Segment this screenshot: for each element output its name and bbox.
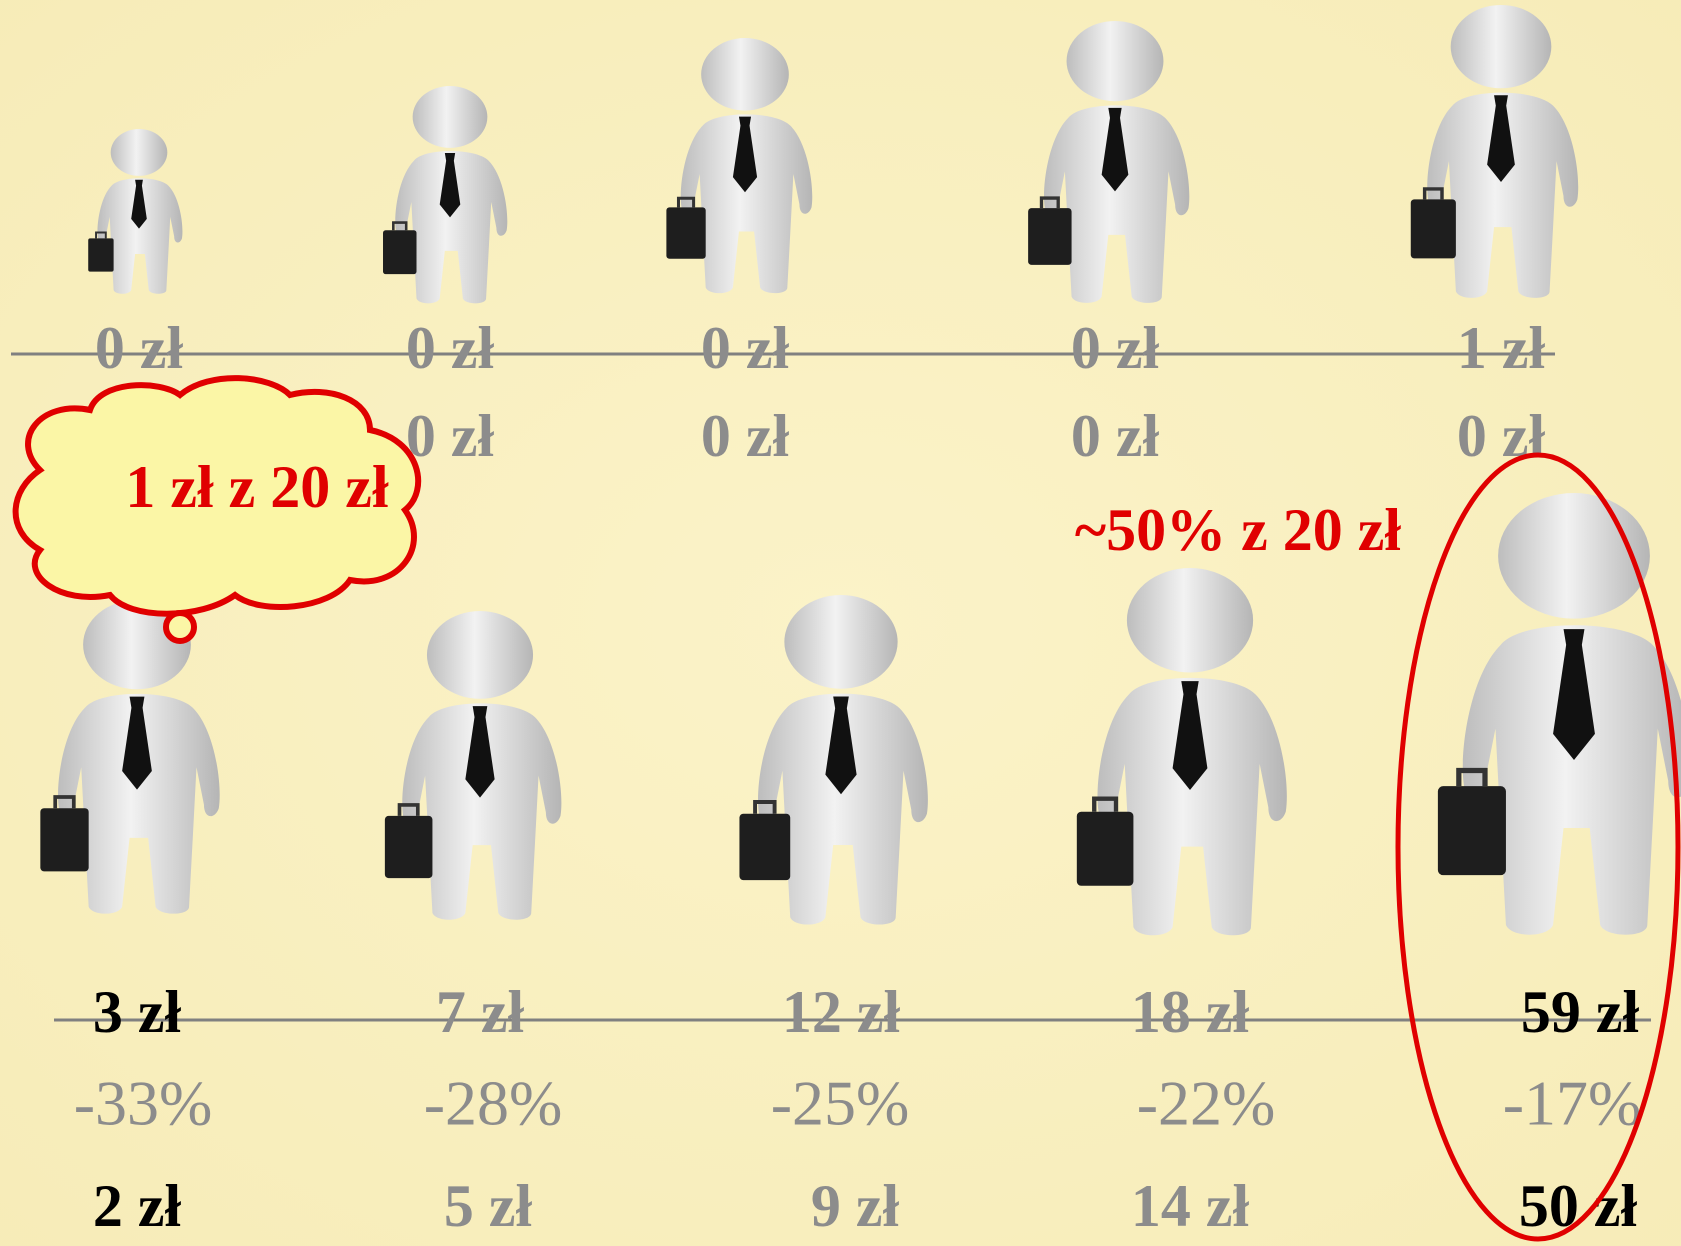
body (1462, 625, 1681, 935)
highlight-ellipse (1395, 452, 1681, 1242)
new-price: 2 zł (93, 1173, 182, 1239)
person-figure (739, 595, 928, 925)
head (426, 611, 534, 699)
price: 0 zł (1071, 315, 1160, 381)
tie (1487, 95, 1515, 182)
briefcase-handle (1092, 796, 1119, 812)
head (784, 595, 898, 689)
new-price: 5 zł (444, 1173, 533, 1239)
price: 1 zł (1457, 315, 1546, 381)
tie (465, 706, 495, 798)
briefcase (383, 230, 417, 275)
new-price: 9 zł (811, 1173, 900, 1239)
briefcase-handle (1456, 767, 1488, 787)
head (1498, 493, 1650, 619)
price: 0 zł (406, 315, 495, 381)
cloud-shape (12, 375, 422, 617)
figures (40, 5, 1681, 936)
tie (122, 696, 152, 790)
tie (1553, 629, 1595, 760)
briefcase-handle (392, 221, 408, 231)
person-figure (383, 86, 508, 304)
tie (825, 696, 857, 795)
price: 0 zł (701, 403, 790, 469)
head (1066, 21, 1164, 102)
body (97, 178, 183, 294)
discount: -25% (771, 1068, 910, 1139)
tie (131, 179, 147, 229)
person-figure (88, 129, 183, 294)
body (395, 151, 508, 304)
body (758, 693, 928, 925)
briefcase-handle (1039, 196, 1060, 209)
cloud-text: 1 zł z 20 zł (125, 454, 389, 520)
discount: -33% (74, 1068, 213, 1139)
briefcase (1410, 199, 1456, 259)
old-price: 12 zł (782, 979, 901, 1045)
briefcase-handle (95, 231, 107, 239)
briefcase-handle (53, 795, 76, 809)
head (110, 129, 168, 176)
old-price: 59 zł (1521, 979, 1640, 1045)
old-price: 18 zł (1131, 979, 1250, 1045)
discount: -17% (1503, 1068, 1642, 1139)
body (1427, 92, 1579, 298)
briefcase (1028, 208, 1072, 265)
old-price: 7 zł (436, 979, 525, 1045)
person-figure (1028, 21, 1190, 303)
discount: -28% (424, 1068, 563, 1139)
briefcase-handle (1422, 187, 1444, 200)
tie (439, 152, 461, 218)
person-figure (40, 600, 220, 914)
person-figure (1437, 493, 1681, 935)
new-price: 50 zł (1519, 1173, 1638, 1239)
body (402, 703, 562, 920)
person-figure (1410, 5, 1579, 298)
tie (1101, 107, 1129, 192)
briefcase (739, 813, 791, 881)
old-price: 3 zł (93, 979, 182, 1045)
head (1126, 568, 1254, 673)
body (1044, 105, 1190, 303)
price: 0 zł (406, 403, 495, 469)
price: 0 zł (1071, 403, 1160, 469)
head (1450, 5, 1552, 89)
top-prices: 0 zł 0 zł 0 zł 0 zł 1 zł 0 zł 0 zł 0 zł … (95, 315, 1546, 469)
briefcase (40, 808, 89, 872)
discount: -22% (1137, 1068, 1276, 1139)
price: 0 zł (701, 315, 790, 381)
new-price: 14 zł (1131, 1173, 1250, 1239)
cloud: 1 zł z 20 zł (12, 375, 422, 644)
briefcase (1437, 786, 1506, 876)
price: 0 zł (1457, 403, 1546, 469)
body (58, 693, 220, 914)
briefcase (1076, 811, 1134, 886)
briefcase-handle (397, 803, 420, 816)
tie (732, 116, 758, 193)
person-figure (384, 611, 562, 920)
person-figure (1076, 568, 1287, 936)
head (412, 86, 488, 148)
tie (1172, 681, 1208, 790)
briefcase-handle (753, 800, 777, 814)
note: ~50% z 20 zł (1075, 497, 1401, 563)
price: 0 zł (95, 315, 184, 381)
briefcase (666, 207, 706, 259)
briefcase (384, 815, 433, 879)
head (701, 38, 789, 111)
briefcase-handle (676, 196, 696, 208)
bottom-prices: 3 zł 7 zł 12 zł 18 zł 59 zł -33% -28% -2… (74, 979, 1642, 1239)
body (1097, 677, 1287, 936)
body (680, 114, 813, 294)
person-figure (666, 38, 813, 294)
briefcase (88, 238, 114, 272)
cloud-bubble (163, 610, 197, 644)
